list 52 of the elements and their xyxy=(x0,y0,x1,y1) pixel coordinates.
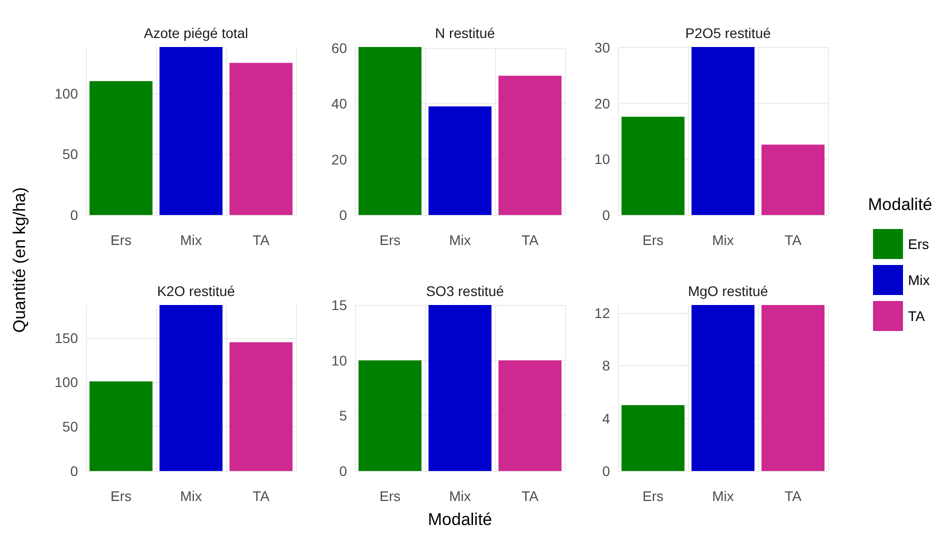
x-tick-label: Ers xyxy=(642,232,664,248)
chart-title: SO3 restitué xyxy=(426,283,504,299)
y-tick-label: 20 xyxy=(594,95,610,112)
x-tick-label: Mix xyxy=(712,232,734,248)
y-tick-label: 0 xyxy=(602,463,610,479)
x-tick-label: TA xyxy=(522,488,540,504)
y-tick-label: 5 xyxy=(339,408,348,424)
chart-title: Azote piégé total xyxy=(144,25,248,41)
y-tick-label: 12 xyxy=(594,304,610,321)
y-tick-label: 60 xyxy=(331,40,348,56)
x-tick-label: TA xyxy=(522,232,540,248)
y-tick-label: 15 xyxy=(331,297,348,313)
x-tick-label: TA xyxy=(784,488,802,504)
y-tick-label: 100 xyxy=(54,85,78,102)
chart-title: MgO restitué xyxy=(688,283,768,299)
x-tick-label: Ers xyxy=(110,232,132,248)
y-tick-label: 30 xyxy=(594,40,610,56)
x-tick-label: TA xyxy=(784,232,802,248)
y-tick-label: 0 xyxy=(602,207,610,223)
x-tick-label: Ers xyxy=(380,488,400,504)
x-tick-label: Ers xyxy=(380,232,400,248)
y-tick-label: 50 xyxy=(62,418,78,435)
y-tick-label: 10 xyxy=(594,151,610,168)
y-tick-label: 0 xyxy=(339,207,348,223)
x-tick-label: Mix xyxy=(180,488,202,504)
chart-title: N restitué xyxy=(435,25,496,41)
y-tick-label: 0 xyxy=(70,463,78,479)
chart-title: P2O5 restitué xyxy=(685,25,772,41)
x-tick-label: TA xyxy=(252,232,270,248)
x-tick-label: Ers xyxy=(110,488,132,504)
x-axis-title: Modalité xyxy=(428,510,492,529)
x-tick-label: Mix xyxy=(180,232,202,248)
legend-title: Modalité xyxy=(868,195,932,214)
x-tick-label: TA xyxy=(252,488,270,504)
y-tick-label: 40 xyxy=(331,96,348,112)
legend-label: TA xyxy=(908,308,926,324)
y-tick-label: 20 xyxy=(331,151,348,168)
y-tick-label: 100 xyxy=(54,374,78,390)
y-tick-label: 150 xyxy=(54,330,78,346)
legend-label: Mix xyxy=(908,272,930,288)
chart-title: K2O restitué xyxy=(157,283,236,299)
y-tick-label: 8 xyxy=(602,358,610,374)
x-tick-label: Ers xyxy=(642,488,664,504)
y-tick-label: 50 xyxy=(62,146,78,162)
y-tick-label: 0 xyxy=(339,463,348,479)
x-tick-label: Mix xyxy=(449,488,471,504)
x-tick-label: Mix xyxy=(449,232,471,248)
x-tick-label: Mix xyxy=(712,488,734,504)
y-axis-title: Quantité (en kg/ha) xyxy=(10,187,30,333)
y-tick-label: 0 xyxy=(70,207,78,223)
y-tick-label: 4 xyxy=(602,410,610,426)
y-tick-label: 10 xyxy=(331,352,348,368)
